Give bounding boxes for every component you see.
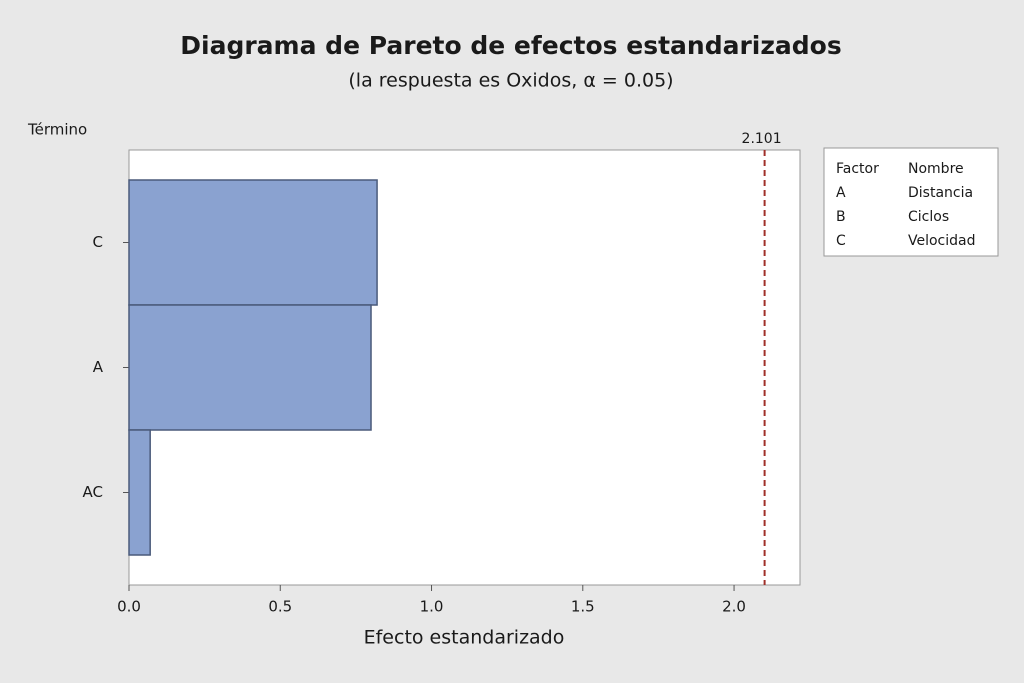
- table-cell: Distancia: [908, 185, 973, 201]
- bar: [128, 179, 378, 306]
- x-tick-label: 2.0: [722, 598, 746, 616]
- chart-title: Diagrama de Pareto de efectos estandariz…: [180, 31, 841, 60]
- bar: [128, 429, 151, 556]
- x-tick-label: 0.0: [117, 598, 141, 616]
- x-axis-label: Efecto estandarizado: [364, 627, 565, 649]
- table-cell: Velocidad: [908, 233, 976, 249]
- reference-label: 2.101: [742, 131, 782, 147]
- factor-table-box: [823, 147, 999, 257]
- table-cell: B: [836, 209, 846, 225]
- x-tick-label: 1.0: [420, 598, 444, 616]
- y-tick-label: C: [93, 233, 103, 251]
- table-cell: Ciclos: [908, 209, 949, 225]
- x-tick-label: 1.5: [571, 598, 595, 616]
- table-cell: A: [836, 185, 846, 201]
- table-header: Nombre: [908, 161, 964, 177]
- table-header: Factor: [836, 161, 879, 177]
- table-cell: C: [836, 233, 846, 249]
- y-tick-label: AC: [83, 483, 103, 501]
- y-tick-label: A: [93, 358, 104, 376]
- x-tick-label: 0.5: [268, 598, 292, 616]
- bar: [128, 304, 372, 431]
- chart-subtitle: (la respuesta es Oxidos, α = 0.05): [348, 70, 673, 92]
- y-axis-label: Término: [27, 121, 87, 139]
